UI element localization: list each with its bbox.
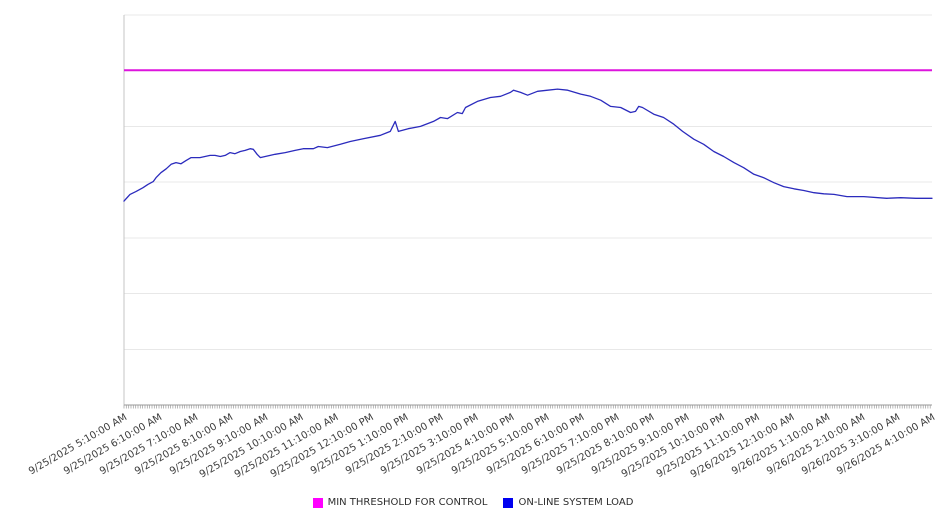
gridlines — [124, 14, 932, 350]
load-series-line — [123, 88, 933, 202]
legend-label-min-threshold: MIN THRESHOLD FOR CONTROL — [327, 497, 488, 508]
legend-swatch-threshold-icon — [312, 497, 323, 508]
legend-item-system-load[interactable]: ON-LINE SYSTEM LOAD — [503, 497, 633, 508]
legend-item-min-threshold[interactable]: MIN THRESHOLD FOR CONTROL — [312, 497, 488, 508]
x-axis-minor-ticks — [123, 405, 931, 409]
legend-label-system-load: ON-LINE SYSTEM LOAD — [518, 497, 634, 508]
chart-legend: MIN THRESHOLD FOR CONTROL ON-LINE SYSTEM… — [0, 497, 946, 508]
legend-swatch-load-icon — [503, 497, 514, 508]
